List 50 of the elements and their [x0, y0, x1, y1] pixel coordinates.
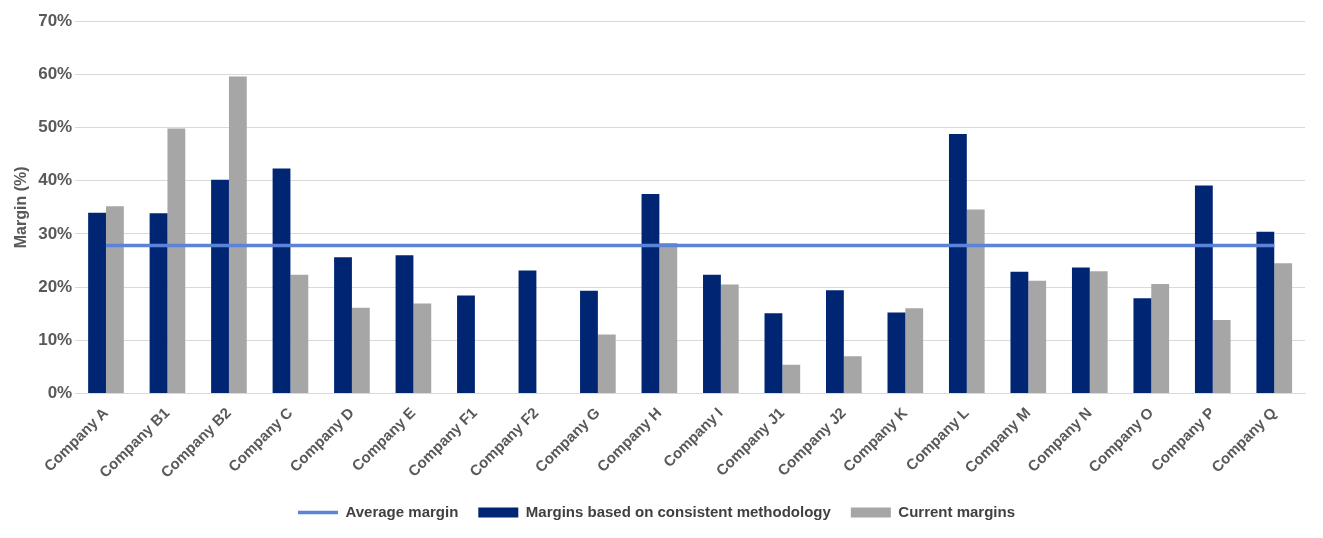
bar [1089, 271, 1108, 393]
bar [457, 295, 475, 393]
bar [1133, 298, 1152, 393]
bar [211, 179, 229, 393]
bar [948, 133, 967, 393]
bar [290, 274, 309, 393]
bar [887, 312, 906, 393]
bar [703, 274, 721, 393]
y-tick-label: 20% [38, 276, 73, 296]
bar [167, 128, 186, 393]
bar [905, 308, 924, 393]
y-tick-label: 70% [38, 10, 73, 30]
y-tick-label: 50% [38, 117, 73, 137]
bar [843, 356, 862, 393]
bar [395, 255, 414, 393]
y-tick-label: 40% [38, 170, 73, 190]
bar [518, 270, 537, 393]
bar [764, 313, 783, 393]
legend-label: Current margins [898, 502, 1016, 520]
bar [1010, 271, 1029, 393]
bar [228, 76, 247, 393]
bar [88, 212, 106, 393]
bar [1256, 231, 1275, 393]
bar [272, 168, 291, 393]
y-tick-label: 60% [38, 64, 73, 84]
bar [597, 334, 616, 393]
y-tick-label: 30% [38, 223, 73, 243]
bar [1194, 185, 1213, 393]
bar [1071, 267, 1090, 393]
y-axis-title: Margin (%) [12, 166, 30, 249]
bar [782, 364, 801, 393]
bar [580, 290, 598, 393]
bar [826, 290, 844, 393]
bar [105, 206, 124, 393]
bar [1028, 280, 1047, 393]
bar [334, 257, 352, 393]
bar [966, 209, 985, 393]
bar [149, 213, 168, 393]
bar [351, 307, 370, 393]
bar [1212, 320, 1231, 393]
bar [641, 194, 660, 393]
bar [659, 242, 678, 393]
legend-label: Average margin [345, 502, 459, 520]
bar [1274, 263, 1293, 393]
bar [1151, 283, 1170, 393]
bar [720, 284, 739, 393]
legend-label: Margins based on consistent methodology [525, 502, 832, 520]
y-tick-label: 0% [47, 383, 73, 403]
y-tick-label: 10% [38, 329, 73, 349]
bar [413, 303, 432, 393]
